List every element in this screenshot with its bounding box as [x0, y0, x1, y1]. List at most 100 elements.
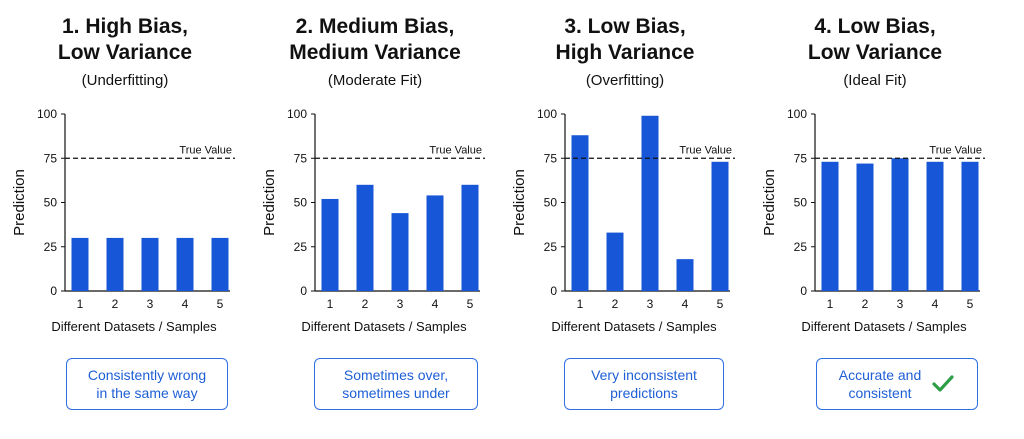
note-line-1: Accurate and [838, 367, 922, 383]
y-tick-label: 0 [550, 284, 557, 298]
note-line-2: in the same way [96, 385, 198, 401]
note-box: Accurate and consistent [816, 358, 978, 410]
y-tick-label: 100 [37, 107, 57, 121]
y-tick-label: 0 [50, 284, 57, 298]
y-tick-label: 25 [294, 240, 308, 254]
bar [676, 259, 694, 291]
note-box: Consistently wrong in the same way [66, 358, 228, 410]
x-tick-label: 1 [827, 297, 834, 311]
true-value-label: True Value [929, 144, 982, 156]
y-axis-title: Prediction [11, 169, 28, 236]
y-tick-label: 75 [44, 151, 58, 165]
x-tick-label: 1 [327, 297, 334, 311]
x-tick-label: 2 [612, 297, 619, 311]
y-tick-label: 50 [544, 196, 558, 210]
y-tick-label: 100 [787, 107, 807, 121]
y-tick-label: 25 [44, 240, 58, 254]
y-tick-label: 50 [294, 196, 308, 210]
x-tick-label: 4 [682, 297, 689, 311]
bar [321, 198, 339, 291]
x-tick-label: 3 [897, 297, 904, 311]
panel-title-line-1: 4. Low Bias, [814, 15, 936, 38]
y-tick-label: 75 [794, 151, 808, 165]
bar [711, 161, 729, 291]
x-tick-label: 5 [967, 297, 974, 311]
x-tick-label: 5 [467, 297, 474, 311]
panel-title-line-1: 3. Low Bias, [564, 15, 686, 38]
bar [571, 135, 589, 291]
note-line-2: predictions [610, 385, 678, 401]
bar [426, 195, 444, 291]
panel-1: 1. High Bias, Low Variance (Underfitting… [0, 0, 250, 439]
x-tick-label: 3 [397, 297, 404, 311]
bar [856, 163, 874, 291]
bar [926, 161, 944, 291]
y-tick-label: 0 [300, 284, 307, 298]
panel-subtitle: (Underfitting) [81, 72, 169, 89]
panel-3: 3. Low Bias, High Variance (Overfitting)… [500, 0, 750, 439]
bar [461, 184, 479, 291]
y-axis-title: Prediction [511, 169, 528, 236]
bar [391, 213, 409, 291]
bar [71, 237, 89, 291]
panel-2: 2. Medium Bias, Medium Variance (Moderat… [250, 0, 500, 439]
note-line-1: Sometimes over, [343, 367, 449, 383]
bar [211, 237, 229, 291]
panel-title-line-2: Low Variance [57, 41, 193, 64]
note-line-2: sometimes under [342, 385, 450, 401]
bar [821, 161, 839, 291]
x-tick-label: 5 [717, 297, 724, 311]
panel-title-line-2: High Variance [555, 41, 695, 64]
x-tick-label: 1 [77, 297, 84, 311]
y-tick-label: 75 [544, 151, 558, 165]
panel-title-line-2: Low Variance [807, 41, 943, 64]
panel-title: 3. Low Bias, High Variance [500, 14, 750, 66]
panel-title-line-2: Medium Variance [289, 41, 461, 64]
panel-subtitle: (Ideal Fit) [843, 72, 907, 89]
x-tick-label: 2 [112, 297, 119, 311]
panel-title-line-1: 2. Medium Bias, [295, 15, 455, 38]
bar [961, 161, 979, 291]
true-value-label: True Value [179, 144, 232, 156]
note-text: Consistently wrong in the same way [88, 366, 206, 402]
note-box: Sometimes over, sometimes under [314, 358, 478, 410]
bar [891, 158, 909, 291]
note-text: Very inconsistent predictions [591, 366, 697, 402]
bar [141, 237, 159, 291]
panel-title-line-1: 1. High Bias, [61, 15, 189, 38]
bar [176, 237, 194, 291]
true-value-label: True Value [429, 144, 482, 156]
bar [606, 232, 624, 291]
note-line-2: consistent [848, 385, 912, 401]
x-axis-title: Different Datasets / Samples [51, 319, 217, 334]
note-line-1: Consistently wrong [87, 367, 207, 383]
y-tick-label: 25 [544, 240, 558, 254]
x-tick-label: 2 [862, 297, 869, 311]
panel-4: 4. Low Bias, Low Variance (Ideal Fit) 0 2… [750, 0, 1000, 439]
note-box: Very inconsistent predictions [564, 358, 724, 410]
y-tick-label: 100 [537, 107, 557, 121]
x-tick-label: 1 [577, 297, 584, 311]
bar [356, 184, 374, 291]
note-line-1: Very inconsistent [591, 367, 697, 383]
y-axis-title: Prediction [261, 169, 278, 236]
x-tick-label: 4 [432, 297, 439, 311]
x-axis-title: Different Datasets / Samples [801, 319, 967, 334]
note-text: Accurate and consistent [839, 366, 922, 402]
x-axis-title: Different Datasets / Samples [301, 319, 467, 334]
x-tick-label: 3 [147, 297, 154, 311]
panel-title: 4. Low Bias, Low Variance [750, 14, 1000, 66]
panel-subtitle: (Moderate Fit) [327, 72, 423, 89]
bar [641, 115, 659, 291]
y-tick-label: 25 [794, 240, 808, 254]
y-tick-label: 100 [287, 107, 307, 121]
x-tick-label: 4 [932, 297, 939, 311]
x-tick-label: 4 [182, 297, 189, 311]
y-axis-title: Prediction [761, 169, 778, 236]
y-tick-label: 0 [800, 284, 807, 298]
y-tick-label: 75 [294, 151, 308, 165]
panel-title: 2. Medium Bias, Medium Variance [250, 14, 500, 66]
